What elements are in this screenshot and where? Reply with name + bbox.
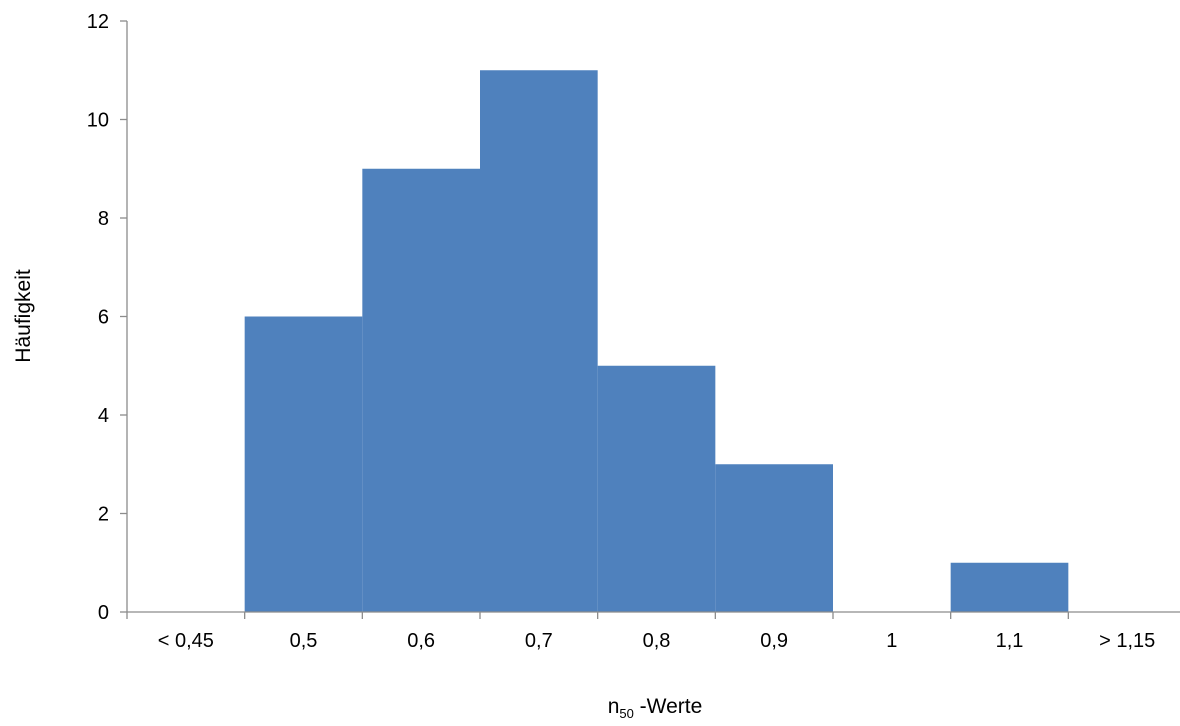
y-tick-label-0: 0 — [98, 602, 109, 624]
x-tick-label-3: 0,7 — [525, 630, 553, 652]
x-axis-title-main: n — [608, 695, 620, 718]
x-axis-title-suffix: -Werte — [634, 695, 702, 718]
y-ticks: 0 2 4 6 8 10 12 — [87, 11, 127, 624]
y-tick-label-1: 2 — [98, 504, 109, 526]
bar-5 — [715, 464, 833, 612]
x-tick-label-4: 0,8 — [643, 630, 671, 652]
x-ticks: < 0,45 0,5 0,6 0,7 0,8 0,9 1 1,1 > 1,15 — [126, 612, 1155, 652]
x-tick-label-1: 0,5 — [290, 630, 318, 652]
y-tick-label-4: 8 — [98, 208, 109, 230]
y-axis-title: Häufigkeit — [12, 269, 35, 363]
bar-2 — [362, 168, 480, 612]
x-tick-label-6: 1 — [886, 630, 897, 652]
bar-7 — [950, 562, 1069, 612]
y-tick-label-3: 6 — [98, 307, 109, 329]
x-tick-label-5: 0,9 — [760, 630, 788, 652]
x-axis-title: n50 -Werte — [608, 695, 703, 721]
x-tick-label-2: 0,6 — [407, 630, 435, 652]
x-axis-title-subscript: 50 — [619, 706, 633, 721]
x-tick-label-0: < 0,45 — [158, 630, 214, 652]
x-tick-label-7: 1,1 — [996, 630, 1024, 652]
bar-1 — [244, 316, 363, 612]
bars — [244, 70, 1069, 612]
y-tick-label-2: 4 — [98, 405, 109, 427]
bar-3 — [480, 70, 598, 612]
bar-4 — [597, 365, 716, 612]
y-tick-label-6: 12 — [87, 11, 109, 33]
y-tick-label-5: 10 — [87, 110, 109, 132]
x-tick-label-8: > 1,15 — [1099, 630, 1155, 652]
